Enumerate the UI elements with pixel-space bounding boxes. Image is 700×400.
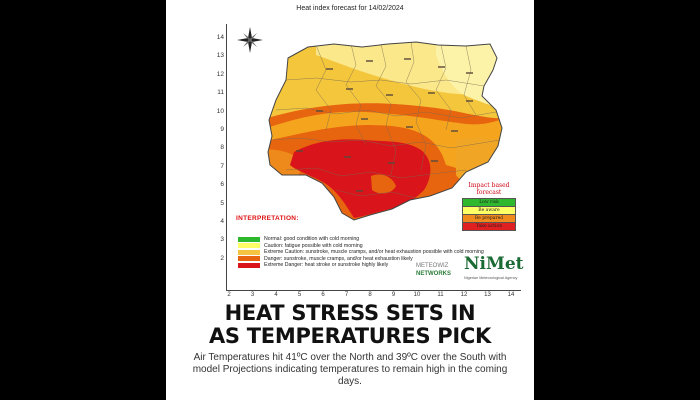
x-tick-label: 5 (297, 292, 302, 298)
article-subtext: Air Temperatures hit 41ºC over the North… (192, 352, 508, 387)
news-card: Heat index forecast for 14/02/2024 14 13 1… (166, 0, 534, 400)
x-tick-label: 7 (344, 292, 349, 298)
x-tick-label: 2 (227, 292, 231, 298)
legend-label: Extreme Caution: sunstroke, muscle cramp… (264, 249, 484, 256)
legend-item: Danger: sunstroke, muscle cramps, and/or… (238, 256, 413, 262)
legend-item: Extreme Caution: sunstroke, muscle cramp… (238, 249, 484, 255)
headline-line2: AS TEMPERATURES PICK (208, 324, 491, 348)
x-tick-label: 9 (391, 292, 396, 298)
legend-label: Normal: good condition with cold morning (264, 236, 360, 242)
y-tick-label: 7 (220, 162, 224, 170)
impact-forecast-row: Be aware (462, 207, 516, 215)
legend-swatch (238, 236, 260, 242)
impact-forecast-row: Low risk (462, 198, 516, 207)
impact-forecast-row: Take action (462, 223, 516, 231)
x-tick-label: 13 (484, 292, 491, 298)
impact-forecast-legend: Impact based forecast Low risk Be aware Be… (456, 182, 522, 231)
legend-label: Extreme Danger: heat stroke or sunstroke… (264, 262, 389, 269)
map-title: Heat index forecast for 14/02/2024 (296, 5, 404, 12)
legend-item: Extreme Danger: heat stroke or sunstroke… (238, 262, 388, 268)
legend-label: Danger: sunstroke, muscle cramps, and/or… (264, 255, 413, 262)
headline: HEAT STRESS SETS IN AS TEMPERATURES PICK (166, 302, 534, 348)
nigeria-heat-map (237, 27, 503, 221)
x-tick-label: 10 (413, 292, 421, 298)
x-tick-label: 4 (274, 292, 278, 298)
nimet-logo-subtitle: Nigerian Meteorological Agency (464, 276, 518, 280)
compass-rose-icon (237, 27, 263, 53)
legend-item: Normal: good condition with cold morning (238, 236, 359, 242)
y-tick-label: 10 (216, 107, 224, 115)
partner-logo-line1: METEOWIZ (416, 263, 449, 269)
legend-item: Caution: fatigue possible with cold morn… (238, 243, 363, 249)
y-tick-label: 9 (220, 126, 224, 133)
nimet-logo: NiMet Nigerian Meteorological Agency (458, 254, 524, 284)
impact-forecast-title: Impact based forecast (468, 182, 510, 196)
map-frame (226, 24, 521, 291)
y-tick-label: 4 (220, 218, 224, 225)
y-tick-label: 6 (220, 181, 224, 189)
legend-label: Caution: fatigue possible with cold morn… (264, 242, 363, 249)
x-tick-label: 6 (321, 292, 325, 298)
legend-swatch (238, 249, 260, 255)
headline-line1: HEAT STRESS SETS IN (224, 301, 476, 325)
nimet-logo-text: NiMet (464, 254, 524, 274)
heat-zones (268, 42, 502, 220)
y-tick-label: 3 (220, 236, 224, 244)
y-tick-label: 11 (217, 89, 224, 97)
interpretation-title: INTERPRETATION: (236, 215, 299, 222)
y-tick-label: 2 (220, 254, 224, 262)
y-tick-label: 8 (220, 144, 224, 152)
y-tick-label: 13 (216, 52, 224, 60)
legend-swatch (238, 262, 260, 268)
x-tick-label: 3 (250, 292, 255, 298)
partner-logo-line2: NETWORKS (416, 271, 451, 277)
impact-forecast-row: Be prepared (462, 215, 516, 223)
x-tick-label: 12 (460, 292, 468, 298)
y-tick-label: 12 (216, 70, 224, 78)
x-tick-label: 8 (368, 292, 372, 298)
y-tick-label: 14 (216, 34, 224, 41)
x-tick-label: 14 (507, 292, 515, 298)
x-tick-label: 11 (437, 292, 444, 298)
meteowiz-logo: METEOWIZ NETWORKS (416, 262, 456, 278)
legend-swatch (238, 256, 260, 262)
legend-swatch (238, 243, 260, 249)
y-tick-label: 5 (220, 199, 224, 207)
